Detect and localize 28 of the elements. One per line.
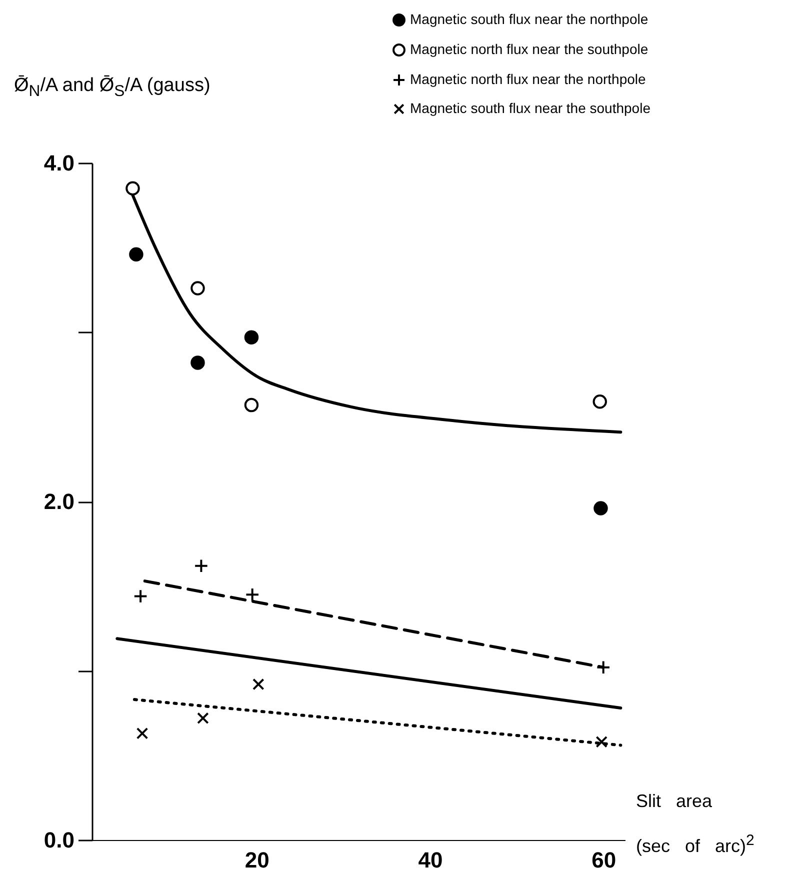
point [190,356,205,370]
y-tick-label: 0.0 [44,828,74,852]
point [190,281,205,296]
y-tick-label: 2.0 [44,489,74,514]
point [596,736,608,748]
point [245,587,260,602]
point [252,678,264,690]
point [244,330,259,344]
point [594,501,608,516]
y-tick-label: 4.0 [44,150,74,176]
point [194,558,208,573]
point [592,394,607,409]
x-tick-label: 60 [592,848,616,872]
x-tick-label: 20 [244,848,270,872]
point [197,712,209,724]
legend-label: Magnetic south flux near the southpole [410,100,651,116]
point [133,589,148,604]
point [129,247,144,262]
point [596,660,610,674]
point [244,398,259,412]
x-tick-label: 40 [418,848,443,872]
legend-label: Magnetic north flux near the southpole [410,41,648,57]
text: Slit area (sec of arc)$^{2}$ [636,791,754,856]
legend-label: Magnetic south flux near the northpole [410,11,648,27]
point [126,181,140,196]
legend-label: Magnetic north flux near the northpole [410,71,646,87]
y-axis-title: Ø̄$_{N}$/A and Ø̄$_{S}$/A (gauss) [14,74,212,102]
point [136,727,148,740]
